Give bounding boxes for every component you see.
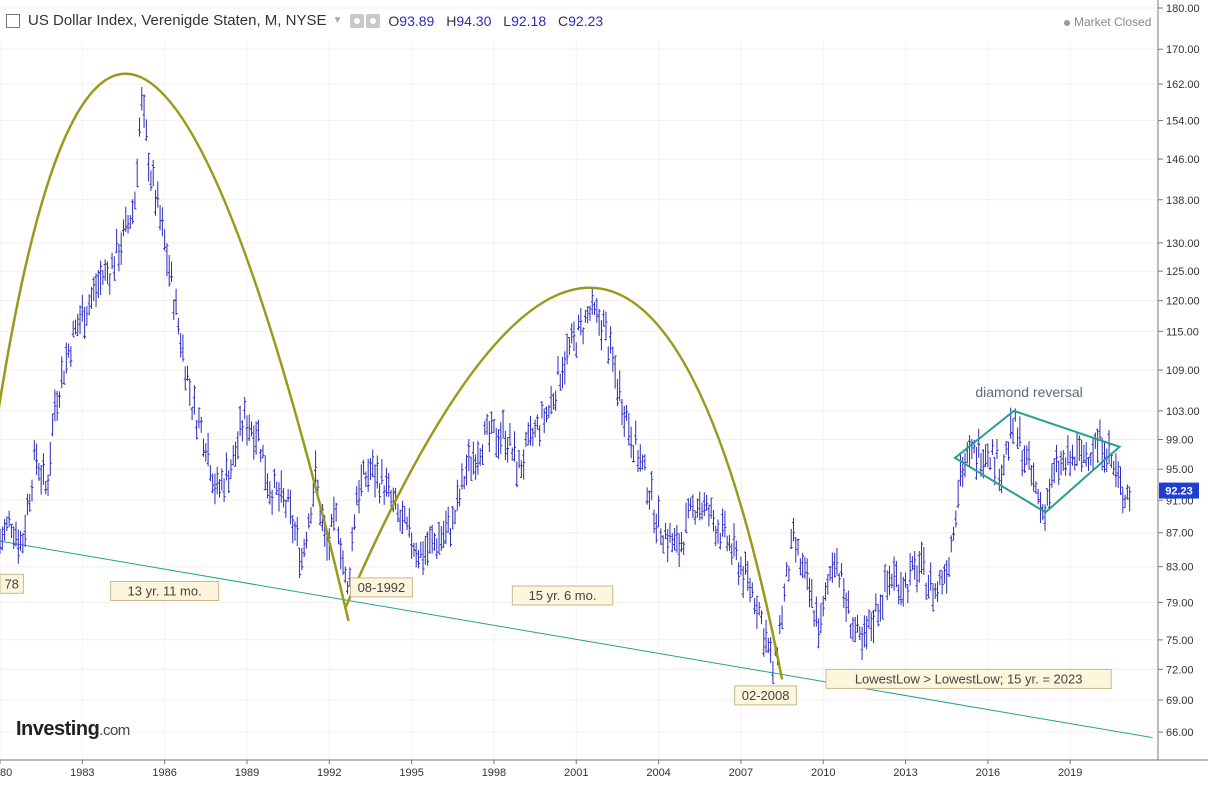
x-axis: 1980 1983 1986 1989 1992 1995 1998 2001 2004 2007… bbox=[0, 759, 1208, 779]
annotation-label-4: 15 yr. 6 mo. bbox=[529, 588, 597, 603]
high-key: H bbox=[446, 12, 457, 29]
x-tick-label: 1980 bbox=[0, 767, 12, 779]
x-tick-label: 1986 bbox=[152, 767, 176, 779]
grid bbox=[0, 7, 1158, 760]
text-annotations: diamond reversal 78 13 yr. 11 mo. 08-1992 15… bbox=[0, 384, 1112, 706]
y-axis: 66.0069.0072.0075.0079.0083.0087.0091.00… bbox=[1157, 0, 1200, 760]
chart-header: US Dollar Index, Verenigde Staten, M, NY… bbox=[0, 0, 1151, 40]
y-tick-label: 180.00 bbox=[1166, 3, 1200, 15]
y-tick-label: 162.00 bbox=[1166, 79, 1200, 91]
diamond-outline bbox=[953, 409, 1122, 514]
open-key: O bbox=[388, 12, 400, 29]
y-tick-label: 99.00 bbox=[1166, 434, 1194, 446]
market-status-text: Market Closed bbox=[1074, 15, 1152, 29]
x-tick-label: 2007 bbox=[729, 767, 753, 779]
x-tick-label: 1983 bbox=[70, 767, 94, 779]
annotation-box-6 bbox=[825, 668, 1112, 689]
arc-annotations bbox=[0, 72, 784, 680]
diamond-reversal-label: diamond reversal bbox=[975, 384, 1082, 400]
investing-logo[interactable]: Investing.com bbox=[16, 718, 130, 741]
y-tick-label: 120.00 bbox=[1166, 296, 1200, 308]
close-value: 92.23 bbox=[568, 12, 604, 29]
cycle-arc-2 bbox=[344, 286, 784, 680]
y-tick-label: 75.00 bbox=[1166, 635, 1194, 647]
trendline-layer bbox=[0, 540, 1153, 739]
annotation-box-4 bbox=[511, 585, 614, 606]
x-tick-label: 2016 bbox=[976, 767, 1000, 779]
close-key: C bbox=[558, 12, 569, 29]
collapse-square-icon[interactable] bbox=[6, 13, 20, 28]
support-trendline bbox=[0, 540, 1153, 739]
annotation-box-1 bbox=[0, 573, 24, 594]
x-tick-label: 1992 bbox=[317, 767, 341, 779]
y-tick-label: 83.00 bbox=[1166, 562, 1194, 574]
current-price-tag bbox=[1159, 482, 1199, 499]
dropdown-caret-icon[interactable]: ▼ bbox=[332, 15, 343, 26]
x-tick-label: 1995 bbox=[399, 767, 423, 779]
y-tick-label: 103.00 bbox=[1166, 406, 1200, 418]
logo-main: Investing bbox=[16, 718, 100, 740]
low-key: L bbox=[503, 12, 512, 29]
y-tick-label: 87.00 bbox=[1166, 528, 1194, 540]
y-tick-label: 146.00 bbox=[1166, 154, 1200, 166]
current-price-label: 92.23 bbox=[1165, 486, 1193, 498]
annotation-box-2 bbox=[110, 580, 220, 601]
y-tick-label: 154.00 bbox=[1166, 116, 1200, 128]
y-tick-label: 125.00 bbox=[1166, 266, 1200, 278]
y-tick-label: 79.00 bbox=[1166, 597, 1194, 609]
annotation-box-3 bbox=[349, 577, 413, 598]
ohlc-readout: O93.89 H94.30 L92.18 C92.23 bbox=[388, 13, 611, 29]
y-tick-label: 138.00 bbox=[1166, 195, 1200, 207]
low-value: 92.18 bbox=[511, 12, 547, 29]
diamond-pattern bbox=[953, 409, 1122, 514]
x-tick-label: 2001 bbox=[564, 767, 588, 779]
market-status: Market Closed bbox=[1064, 15, 1151, 29]
logo-suffix: .com bbox=[99, 722, 130, 739]
y-tick-label: 109.00 bbox=[1166, 365, 1200, 377]
eye-icon[interactable] bbox=[350, 13, 365, 28]
status-dot-icon bbox=[1064, 19, 1070, 26]
x-tick-label: 1989 bbox=[235, 767, 259, 779]
y-tick-label: 130.00 bbox=[1166, 238, 1200, 250]
settings-gear-icon[interactable] bbox=[366, 13, 381, 28]
annotation-label-2: 13 yr. 11 mo. bbox=[128, 583, 202, 598]
x-tick-label: 2019 bbox=[1058, 767, 1082, 779]
y-tick-label: 66.00 bbox=[1166, 727, 1194, 739]
x-tick-label: 2010 bbox=[811, 767, 835, 779]
annotation-label-6: LowestLow > LowestLow; 15 yr. = 2023 bbox=[855, 671, 1083, 686]
ohlc-bars bbox=[0, 86, 1132, 685]
x-tick-label: 1998 bbox=[482, 767, 506, 779]
annotation-label-3: 08-1992 bbox=[358, 580, 406, 595]
open-value: 93.89 bbox=[399, 12, 435, 29]
high-value: 94.30 bbox=[456, 12, 492, 29]
annotation-label-1: 78 bbox=[4, 576, 18, 591]
y-tick-label: 170.00 bbox=[1166, 44, 1200, 56]
y-tick-label: 95.00 bbox=[1166, 464, 1194, 476]
chart-title: US Dollar Index, Verenigde Staten, M, NY… bbox=[28, 12, 327, 29]
x-tick-label: 2013 bbox=[893, 767, 917, 779]
x-tick-label: 2004 bbox=[646, 767, 670, 779]
y-tick-label: 115.00 bbox=[1166, 326, 1199, 338]
y-tick-label: 72.00 bbox=[1166, 664, 1194, 676]
annotation-label-5: 02-2008 bbox=[742, 688, 790, 703]
annotation-box-5 bbox=[734, 685, 798, 706]
cycle-arc-1 bbox=[0, 72, 350, 622]
y-tick-label: 69.00 bbox=[1166, 695, 1194, 707]
